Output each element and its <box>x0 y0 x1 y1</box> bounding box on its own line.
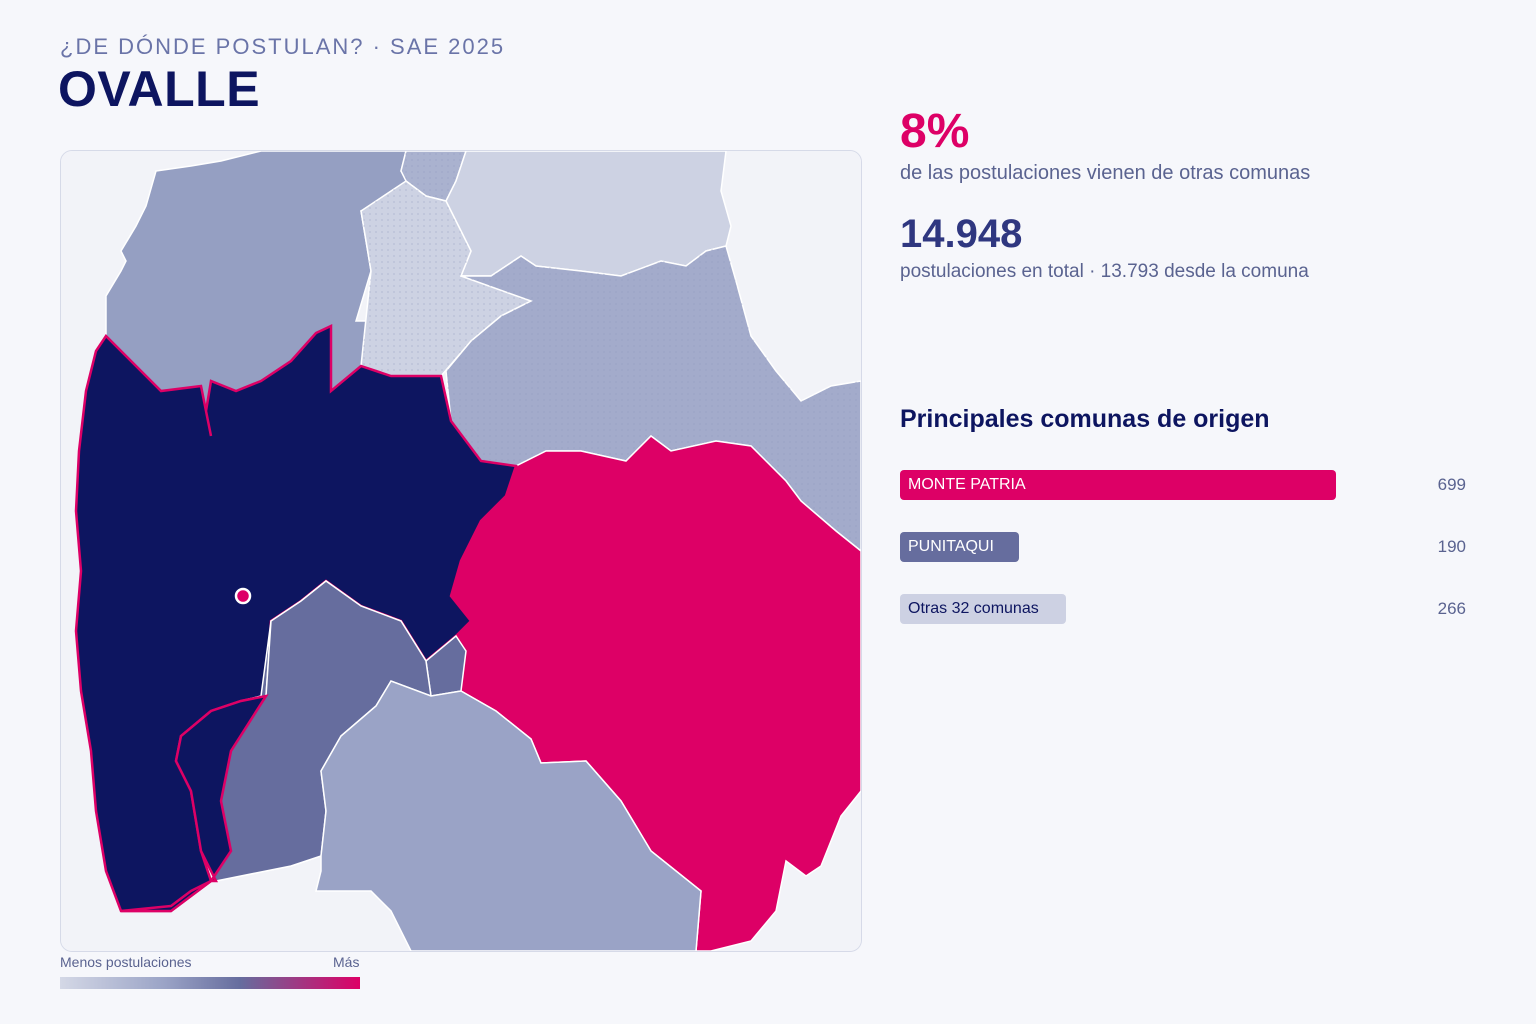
map-svg <box>61 151 861 951</box>
region-east-dots <box>446 246 861 551</box>
origin-bar: Otras 32 comunas <box>900 594 1066 624</box>
origin-bar: MONTE PATRIA <box>900 470 1336 500</box>
origin-value: 699 <box>1437 475 1466 494</box>
region-coast-south <box>120 694 269 913</box>
origin-value: 190 <box>1437 537 1466 556</box>
region-north-light-dots <box>361 181 531 376</box>
commune-center-marker <box>234 587 252 605</box>
origin-row: Otras 32 comunas 266 <box>900 594 1470 624</box>
region-northeast-top <box>445 151 732 277</box>
origin-row: MONTE PATRIA 699 <box>900 470 1470 500</box>
external-share-value: 8% <box>900 105 970 158</box>
total-applications-description: postulaciones en total · 13.793 desde la… <box>900 261 1309 282</box>
map-kicker: ¿DE DÓNDE POSTULAN? · SAE 2025 <box>60 34 506 59</box>
legend-low-label: Menos postulaciones <box>60 954 192 970</box>
origin-value: 266 <box>1437 599 1466 618</box>
commune-title: OVALLE <box>58 61 261 117</box>
region-south <box>315 680 702 951</box>
origin-row: PUNITAQUI 190 <box>900 532 1470 562</box>
origins-section-title: Principales comunas de origen <box>900 405 1270 433</box>
legend-gradient-bar <box>60 977 360 989</box>
legend-high-label: Más <box>333 954 360 970</box>
total-applications-value: 14.948 <box>900 212 1023 256</box>
external-share-description: de las postulaciones vienen de otras com… <box>900 162 1311 184</box>
origin-bar: PUNITAQUI <box>900 532 1019 562</box>
choropleth-map <box>60 150 862 952</box>
